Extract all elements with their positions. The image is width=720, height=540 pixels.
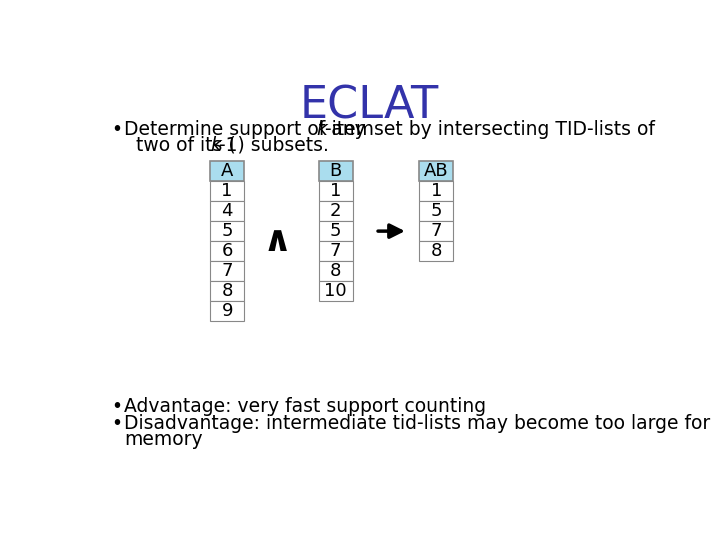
- Text: Disadvantage: intermediate tid-lists may become too large for: Disadvantage: intermediate tid-lists may…: [124, 414, 711, 434]
- Bar: [419, 161, 454, 181]
- Text: 1: 1: [330, 182, 341, 200]
- Text: 6: 6: [222, 242, 233, 260]
- Text: 5: 5: [222, 222, 233, 240]
- Text: •: •: [112, 414, 123, 434]
- Bar: [319, 181, 353, 201]
- Text: Advantage: very fast support counting: Advantage: very fast support counting: [124, 397, 486, 416]
- Text: A: A: [221, 162, 233, 180]
- Bar: [210, 261, 244, 281]
- Text: k: k: [211, 136, 222, 154]
- Text: 8: 8: [431, 242, 442, 260]
- Text: 5: 5: [330, 222, 341, 240]
- Bar: [210, 281, 244, 301]
- Bar: [210, 221, 244, 241]
- Bar: [319, 161, 353, 181]
- Text: two of its (: two of its (: [124, 136, 236, 154]
- Text: 8: 8: [330, 262, 341, 280]
- Text: -itemset by intersecting TID-lists of: -itemset by intersecting TID-lists of: [325, 120, 654, 139]
- Bar: [210, 161, 244, 181]
- Bar: [319, 221, 353, 241]
- Text: 7: 7: [222, 262, 233, 280]
- Text: two of its (: two of its (: [124, 136, 236, 154]
- Text: B: B: [330, 162, 342, 180]
- Bar: [419, 241, 454, 261]
- Text: ∧: ∧: [262, 224, 292, 258]
- Text: k: k: [211, 136, 222, 154]
- Text: AB: AB: [424, 162, 449, 180]
- Bar: [210, 181, 244, 201]
- Text: -1) subsets.: -1) subsets.: [219, 136, 329, 154]
- Text: 9: 9: [222, 302, 233, 320]
- Text: 2: 2: [330, 202, 341, 220]
- Text: 5: 5: [431, 202, 442, 220]
- Text: •: •: [112, 120, 123, 139]
- Text: ECLAT: ECLAT: [300, 84, 438, 127]
- Bar: [419, 221, 454, 241]
- Bar: [210, 201, 244, 221]
- Text: 1: 1: [222, 182, 233, 200]
- Bar: [319, 241, 353, 261]
- Bar: [319, 281, 353, 301]
- Text: Determine support of any: Determine support of any: [124, 120, 372, 139]
- Text: 4: 4: [222, 202, 233, 220]
- Text: 7: 7: [330, 242, 341, 260]
- Bar: [419, 181, 454, 201]
- Text: 7: 7: [431, 222, 442, 240]
- Text: memory: memory: [124, 430, 203, 449]
- Bar: [319, 201, 353, 221]
- Bar: [319, 261, 353, 281]
- Text: •: •: [112, 397, 123, 416]
- Bar: [210, 301, 244, 321]
- Text: 8: 8: [222, 282, 233, 300]
- Text: 10: 10: [325, 282, 347, 300]
- Text: 1: 1: [431, 182, 442, 200]
- Text: k: k: [316, 120, 327, 139]
- Bar: [419, 201, 454, 221]
- Bar: [210, 241, 244, 261]
